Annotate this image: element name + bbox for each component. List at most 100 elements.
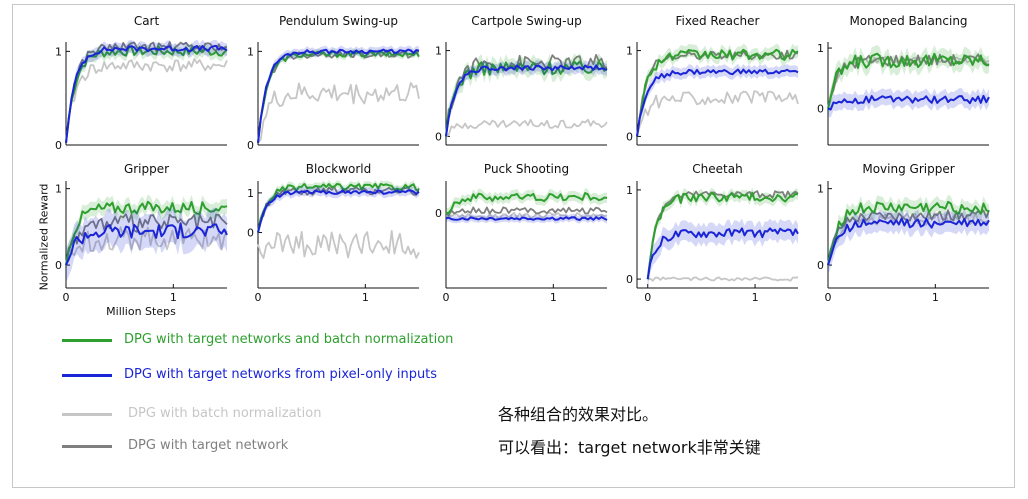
series-line <box>257 189 420 233</box>
series-band <box>66 194 227 273</box>
y-tick-label: 1 <box>247 45 254 58</box>
series-line <box>636 90 799 137</box>
panel-title: Fixed Reacher <box>675 14 760 28</box>
series-line <box>65 226 228 266</box>
series-line <box>646 227 799 280</box>
panel-title: Puck Shooting <box>483 162 570 176</box>
series-line <box>646 191 799 280</box>
panel-title: Cart <box>133 14 160 28</box>
x-axis-label: Million Steps <box>106 305 176 318</box>
y-axis-label: Normalized Reward <box>37 183 51 291</box>
y-tick-label: 1 <box>817 183 824 196</box>
chart-panel: 01 <box>55 39 228 152</box>
y-tick-label: 0 <box>55 259 62 272</box>
panel-title: Gripper <box>123 162 170 176</box>
legend-label: DPG with target network <box>128 438 289 453</box>
legend-swatch <box>62 374 112 377</box>
series-line <box>65 44 228 144</box>
chart-panel: 0 1 0 1 <box>55 181 228 304</box>
series-line <box>445 192 608 215</box>
series-line <box>65 58 228 143</box>
series-line <box>827 52 990 109</box>
series-band <box>828 87 989 118</box>
series-line <box>445 60 608 137</box>
series-line <box>257 230 420 259</box>
series-line <box>827 217 990 266</box>
note-line-1: 各种组合的效果对比。 <box>498 405 659 424</box>
chart-panel: 01 <box>626 42 799 146</box>
x-tick-label: 0 <box>63 291 70 304</box>
series-band <box>828 45 989 118</box>
series-band <box>637 43 798 143</box>
x-tick-label: 1 <box>362 291 369 304</box>
chart-panel: 01 <box>247 42 420 152</box>
series-band <box>828 208 989 276</box>
figure-frame <box>12 4 1015 488</box>
y-tick-label: 0 <box>817 259 824 272</box>
annotation-note: 各种组合的效果对比。 可以看出：target network非常关键 <box>498 398 761 464</box>
series-line <box>445 118 608 138</box>
series-line <box>636 48 799 137</box>
series-line <box>257 182 420 233</box>
legend-swatch <box>62 339 112 342</box>
series-line <box>445 206 608 216</box>
series-line <box>445 211 608 220</box>
series-line <box>65 41 228 143</box>
series-line <box>827 94 990 111</box>
chart-panel: 0 1 0 1 <box>247 180 420 304</box>
x-tick-label: 0 <box>644 291 651 304</box>
series-line <box>445 216 608 221</box>
series-band <box>66 39 227 150</box>
legend-swatch <box>62 445 112 448</box>
chart-panel: 0 1 0 1 <box>817 181 990 304</box>
y-tick-label: 1 <box>435 45 442 58</box>
x-tick-label: 0 <box>825 291 832 304</box>
chart-panel: 01 <box>817 42 990 146</box>
y-tick-label: 0 <box>626 130 633 143</box>
legend-label: DPG with target networks and batch norma… <box>124 332 454 347</box>
series-line <box>65 222 228 266</box>
y-tick-label: 0 <box>435 207 442 220</box>
y-tick-label: 1 <box>626 184 633 197</box>
legend-label: DPG with target networks from pixel-only… <box>124 367 438 382</box>
series-band <box>446 187 607 219</box>
panel-title: Moving Gripper <box>862 162 955 176</box>
series-line <box>647 276 799 282</box>
y-tick-label: 0 <box>55 139 62 152</box>
series-line <box>257 48 420 144</box>
y-tick-label: 1 <box>247 187 254 200</box>
series-line <box>445 54 608 137</box>
note-line-2: 可以看出：target network非常关键 <box>498 438 761 457</box>
panel-title: Blockworld <box>305 162 372 176</box>
x-tick-label: 0 <box>443 291 450 304</box>
series-band <box>66 41 227 149</box>
series-band <box>66 206 227 282</box>
series-band <box>258 48 419 147</box>
series-band <box>828 194 989 273</box>
series-line <box>257 82 420 144</box>
series-line <box>636 68 799 137</box>
panel-title: Pendulum Swing-up <box>278 14 399 28</box>
y-tick-label: 0 <box>435 130 442 143</box>
series-band <box>446 53 607 145</box>
series-line <box>827 209 990 266</box>
series-band <box>647 187 798 285</box>
x-tick-label: 0 <box>255 291 262 304</box>
series-line <box>65 200 228 266</box>
x-tick-label: 1 <box>550 291 557 304</box>
legend-swatch <box>62 413 112 416</box>
y-tick-label: 1 <box>55 45 62 58</box>
panel-title: Cheetah <box>692 162 743 176</box>
chart-panel: 0 1 0 1 <box>626 181 799 304</box>
y-tick-label: 0 <box>817 103 824 116</box>
chart-panel: 0 0 1 <box>435 181 608 304</box>
series-line <box>65 213 228 266</box>
x-tick-label: 1 <box>752 291 759 304</box>
panel-title: Monoped Balancing <box>849 14 968 28</box>
chart-panel: 01 <box>435 42 608 146</box>
y-tick-label: 0 <box>626 273 633 286</box>
legend-label: DPG with batch normalization <box>128 406 322 421</box>
y-tick-label: 1 <box>817 42 824 55</box>
